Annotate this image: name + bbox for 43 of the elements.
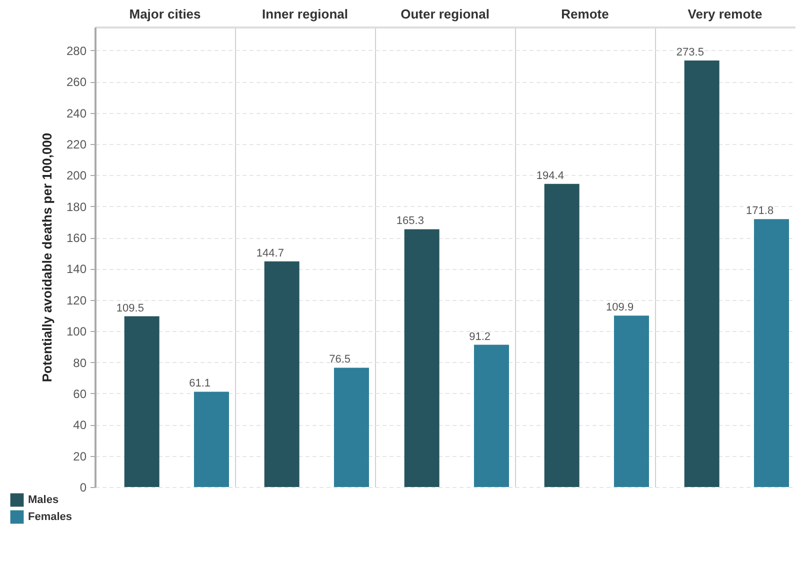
- y-tick-label: 280: [66, 44, 87, 58]
- bar: [544, 184, 580, 487]
- data-label: 273.5: [676, 46, 704, 59]
- y-tick-label: 80: [73, 356, 87, 370]
- bar: [194, 392, 229, 487]
- x-tick-label: Outer regional: [400, 6, 490, 22]
- bar: [754, 219, 789, 487]
- bar: [684, 60, 720, 487]
- x-tick-label: Remote: [561, 6, 609, 22]
- x-tick-label: Very remote: [688, 6, 762, 22]
- y-tick-label: 140: [66, 262, 87, 276]
- data-label: 109.9: [606, 302, 634, 314]
- y-tick-label: 240: [66, 106, 87, 120]
- y-tick-label: 160: [66, 231, 87, 246]
- data-label: 76.5: [329, 354, 351, 366]
- y-tick-label: 20: [73, 449, 87, 464]
- y-tick-label: 60: [73, 386, 87, 401]
- y-tick-label: 40: [73, 418, 87, 432]
- bar: [124, 316, 160, 487]
- data-label: 165.3: [396, 215, 424, 228]
- y-tick-label: 200: [66, 168, 87, 183]
- legend-label: Females: [28, 511, 72, 523]
- bar: [404, 229, 440, 487]
- legend-label: Males: [28, 494, 59, 506]
- y-tick-label: 100: [66, 324, 87, 339]
- data-label: 91.2: [469, 330, 491, 343]
- y-tick-label: 180: [66, 200, 87, 214]
- data-label: 61.1: [189, 378, 211, 390]
- data-label: 109.5: [116, 302, 144, 314]
- bar: [614, 316, 649, 487]
- x-tick-label: Inner regional: [262, 6, 348, 22]
- y-axis-title: Potentially avoidable deaths per 100,000: [39, 132, 54, 382]
- data-label: 194.4: [536, 170, 564, 182]
- data-label: 171.8: [746, 205, 774, 218]
- data-label: 144.7: [256, 247, 284, 260]
- y-tick-label: 220: [66, 137, 87, 152]
- x-tick-label: Major cities: [129, 6, 201, 22]
- y-tick-label: 120: [66, 293, 87, 308]
- bar: [474, 344, 509, 487]
- bar: [264, 261, 300, 487]
- y-tick-label: 0: [80, 480, 87, 494]
- y-tick-label: 260: [66, 75, 87, 90]
- bar: [334, 368, 369, 487]
